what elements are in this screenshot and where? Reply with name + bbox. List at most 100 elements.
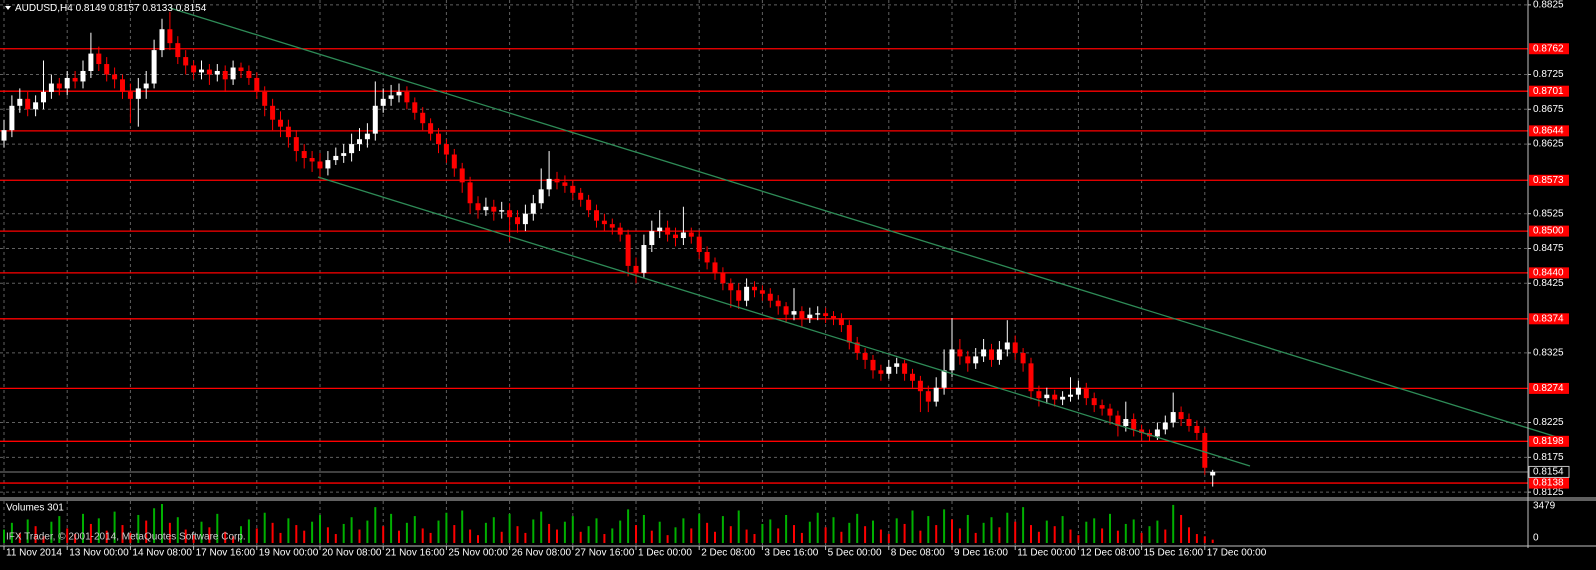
- x-tick-label: 11 Dec 00:00: [1017, 548, 1076, 559]
- candle-body: [507, 210, 513, 218]
- header-text: AUDUSD,H4 0.8149 0.8157 0.8133 0.8154: [15, 3, 207, 14]
- y-tick-label: 0.8625: [1533, 139, 1564, 150]
- candle-body: [451, 154, 457, 169]
- candle-body: [902, 363, 908, 374]
- candle-body: [56, 83, 62, 89]
- candle-body: [443, 144, 449, 155]
- x-tick-label: 8 Dec 08:00: [891, 548, 945, 559]
- symbol: AUDUSD,H4: [15, 3, 73, 14]
- x-tick-label: 2 Dec 08:00: [701, 548, 755, 559]
- candle-body: [728, 283, 734, 291]
- candle-body: [546, 178, 552, 190]
- candle-body: [499, 210, 505, 212]
- candle-body: [807, 314, 813, 319]
- x-tick-label: 25 Nov 00:00: [448, 548, 508, 559]
- candle-body: [428, 123, 434, 134]
- candle-body: [1178, 412, 1184, 420]
- candle-body: [1020, 352, 1026, 364]
- candle-body: [230, 67, 236, 80]
- candle-body: [48, 83, 54, 92]
- x-tick-label: 19 Nov 00:00: [259, 548, 319, 559]
- y-tick-label: 0.8725: [1533, 69, 1564, 80]
- level-label-box: [1529, 174, 1569, 186]
- x-tick-label: 27 Nov 16:00: [575, 548, 635, 559]
- candle-body: [112, 74, 118, 80]
- candle-body: [933, 387, 939, 402]
- x-tick-label: 12 Dec 08:00: [1080, 548, 1140, 559]
- y-tick-label: 0.8175: [1533, 452, 1564, 463]
- candle-body: [1004, 342, 1010, 350]
- candle-body: [641, 245, 647, 273]
- candle-body: [396, 91, 402, 96]
- candle-body: [752, 286, 757, 291]
- level-label: 0.8198: [1533, 436, 1564, 447]
- y-tick-label: 0.8825: [1533, 0, 1564, 11]
- candle-body: [1139, 429, 1145, 433]
- candle-body: [1044, 394, 1050, 399]
- candle-body: [1099, 405, 1105, 409]
- candle-body: [846, 325, 852, 343]
- level-label: 0.8573: [1533, 175, 1564, 186]
- x-tick-label: 26 Nov 08:00: [512, 548, 572, 559]
- candle-body: [341, 153, 347, 156]
- candle-body: [104, 64, 110, 75]
- candle-body: [412, 102, 418, 113]
- candle-body: [957, 349, 963, 357]
- candle-body: [696, 236, 702, 252]
- candle-body: [199, 69, 204, 73]
- menu-icon[interactable]: [5, 6, 11, 10]
- candle-body: [285, 126, 291, 138]
- candle-body: [996, 349, 1002, 360]
- channel-upper: [169, 7, 1561, 439]
- candle-body: [522, 213, 528, 225]
- y-tick-label: 0.8225: [1533, 417, 1564, 428]
- candle-body: [854, 342, 860, 353]
- candle-body: [1, 130, 7, 141]
- level-label: 0.8274: [1533, 383, 1564, 394]
- last-open: 0.8149: [76, 3, 107, 14]
- x-tick-label: 21 Nov 16:00: [385, 548, 445, 559]
- candle-body: [380, 98, 386, 106]
- candle-body: [1162, 422, 1168, 430]
- candle-body: [72, 77, 78, 82]
- candle-body: [25, 98, 31, 110]
- candle-body: [530, 203, 536, 214]
- candle-body: [949, 349, 955, 371]
- candle-body: [673, 234, 678, 239]
- level-label-box: [1529, 313, 1569, 325]
- x-tick-label: 15 Dec 16:00: [1144, 548, 1204, 559]
- candle-body: [254, 77, 260, 92]
- level-label: 0.8701: [1533, 86, 1564, 97]
- level-label-box: [1529, 43, 1569, 55]
- candle-body: [191, 65, 197, 73]
- volumes: [3, 504, 1214, 543]
- candle-body: [515, 217, 520, 225]
- candle-body: [364, 133, 370, 140]
- candle-body: [965, 356, 971, 364]
- candle-body: [349, 144, 355, 154]
- candle-body: [206, 69, 212, 75]
- candle-body: [183, 57, 189, 66]
- candle-body: [609, 224, 615, 228]
- candle-body: [120, 79, 125, 92]
- candle-body: [1012, 342, 1018, 353]
- candle-body: [317, 161, 323, 169]
- level-label-box: [1529, 225, 1569, 237]
- candles: [1, 11, 1216, 487]
- candle-body: [333, 155, 339, 161]
- candle-body: [783, 306, 789, 315]
- y-tick-label: 0.8325: [1533, 348, 1564, 359]
- candle-body: [1123, 419, 1129, 426]
- level-label: 0.8440: [1533, 268, 1564, 279]
- candle-body: [127, 91, 133, 99]
- candle-body: [570, 185, 576, 193]
- candle-body: [309, 158, 315, 162]
- channel-lower: [317, 176, 1251, 467]
- candle-body: [759, 290, 765, 294]
- candle-body: [459, 168, 465, 183]
- candle-body: [175, 43, 181, 58]
- candle-body: [1068, 394, 1073, 397]
- candle-body: [467, 182, 473, 204]
- y-tick-label: 0.8425: [1533, 278, 1564, 289]
- candle-body: [831, 316, 836, 319]
